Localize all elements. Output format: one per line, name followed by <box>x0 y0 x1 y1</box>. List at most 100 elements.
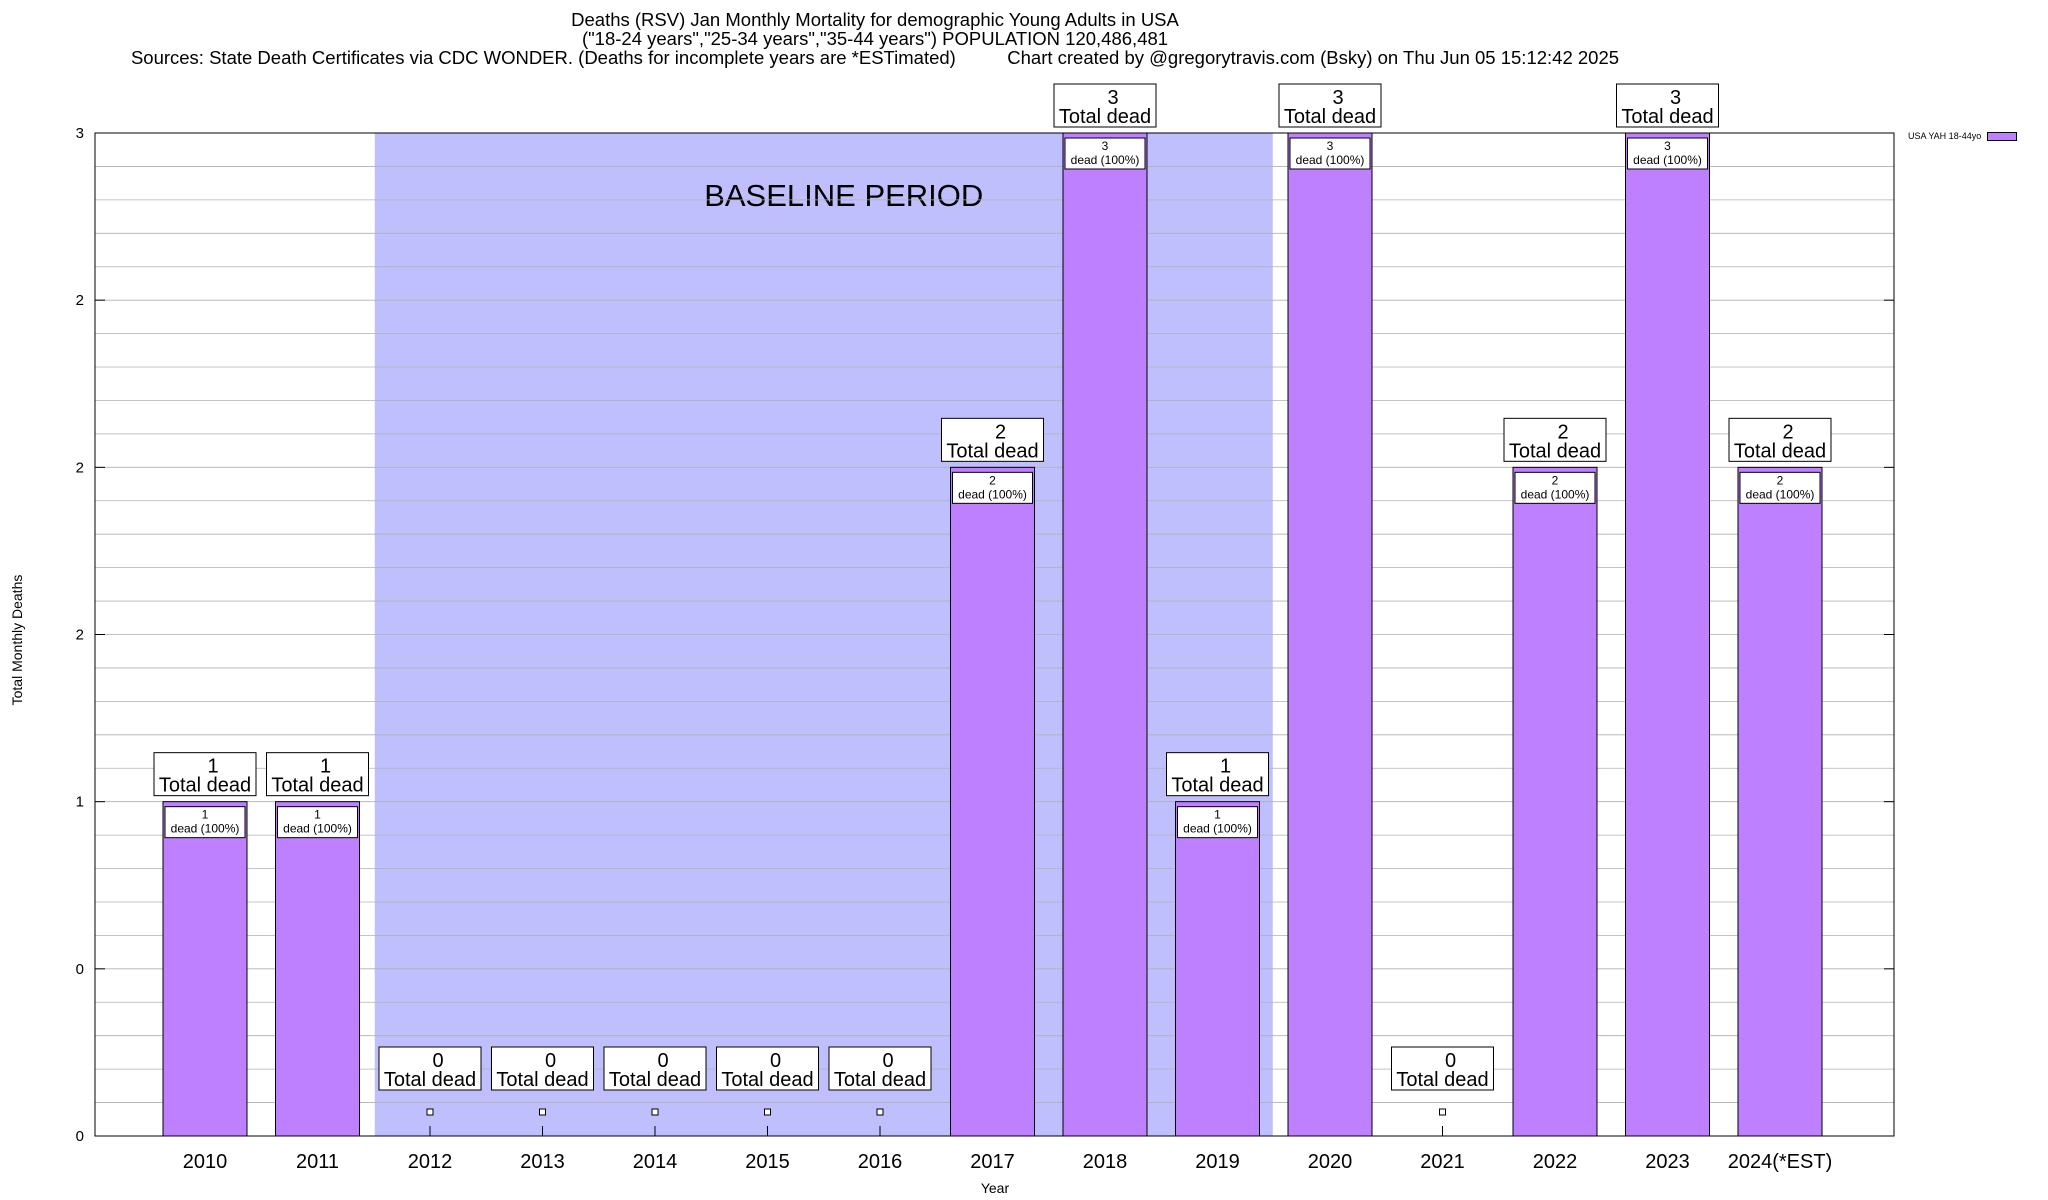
bar-inner-label-value: 2 <box>1777 473 1784 487</box>
total-label-text: Total dead <box>1284 106 1376 128</box>
bar-inner-label-box <box>277 806 358 839</box>
total-label-value: 3 <box>1670 87 1681 109</box>
zero-marker <box>876 1108 884 1116</box>
x-tick-label: 2017 <box>970 1151 1015 1173</box>
bar-inner-label-text: dead (100%) <box>1633 153 1702 167</box>
bar <box>1062 132 1148 1137</box>
chart-credit: Chart created by @gregorytravis.com (Bsk… <box>1007 47 1620 68</box>
total-label-value: 0 <box>432 1050 443 1072</box>
zero-marker <box>764 1108 771 1116</box>
legend: USA YAH 18-44yo <box>1908 131 2018 141</box>
y-tick-label: 2 <box>76 459 84 476</box>
bar-inner-label-value: 2 <box>1552 473 1559 487</box>
y-tick-label: 2 <box>76 292 84 309</box>
bar-inner-label-box <box>1627 137 1708 170</box>
x-axis-label: Year <box>980 1180 1010 1196</box>
total-label-box <box>266 752 369 797</box>
y-tick-label: 0 <box>76 961 84 978</box>
chart-title: Deaths (RSV) Jan Monthly Mortality for d… <box>571 9 1179 30</box>
total-label-value: 2 <box>1782 421 1793 443</box>
x-tick-label: 2016 <box>858 1151 903 1173</box>
chart-sources: Sources: State Death Certificates via CD… <box>130 47 956 68</box>
x-tick-label: 2014 <box>633 1151 678 1173</box>
total-label-box <box>491 1046 594 1091</box>
y-axis-label-text: Total Monthly Deaths <box>9 574 25 706</box>
zero-marker <box>539 1108 546 1116</box>
total-label-value: 0 <box>657 1050 668 1072</box>
bar-inner-label-text: dead (100%) <box>171 822 240 836</box>
x-tick-label: 2022 <box>1533 1151 1578 1173</box>
bar-inner-label-text: dead (100%) <box>1296 153 1365 167</box>
x-tick-label: 2018 <box>1083 1151 1128 1173</box>
bar-inner-label-value: 3 <box>1327 139 1334 153</box>
bar-inner-label-box <box>1739 471 1821 504</box>
y-tick-label: 2 <box>76 627 84 644</box>
total-label-text: Total dead <box>1509 440 1601 462</box>
total-label-value: 1 <box>320 756 331 778</box>
total-label-value: 2 <box>1557 421 1568 443</box>
total-label-text: Total dead <box>609 1069 701 1091</box>
bar-inner-label-box <box>1064 137 1146 170</box>
bar-inner-label-box <box>952 471 1033 504</box>
bar <box>1625 132 1710 1137</box>
total-label-text: Total dead <box>946 440 1038 462</box>
bar <box>1175 801 1260 1137</box>
total-label-value: 1 <box>207 756 218 778</box>
total-label-box <box>603 1046 707 1091</box>
legend-label: USA YAH 18-44yo <box>1908 131 1982 141</box>
bar <box>275 801 360 1137</box>
bar-inner-label-box <box>1514 471 1596 504</box>
chart-source-line: Sources: State Death Certificates via CD… <box>0 48 1750 67</box>
total-label-box <box>1616 83 1719 128</box>
zero-marker <box>426 1108 434 1116</box>
total-label-box <box>1278 83 1382 128</box>
x-tick-label: 2015 <box>745 1151 790 1173</box>
x-tick-label: 2020 <box>1308 1151 1353 1173</box>
total-label-text: Total dead <box>384 1069 476 1091</box>
bar-inner-label-value: 3 <box>1102 139 1109 153</box>
bar-inner-label-text: dead (100%) <box>1746 487 1815 501</box>
bar-inner-label-text: dead (100%) <box>1521 487 1590 501</box>
total-label-box <box>153 752 257 797</box>
bar-inner-label-text: dead (100%) <box>1183 822 1252 836</box>
total-label-box <box>941 417 1044 462</box>
total-label-value: 1 <box>1220 756 1231 778</box>
y-tick-label: 0 <box>76 1128 84 1145</box>
bar-inner-label-box <box>1289 137 1371 170</box>
total-label-box <box>1391 1046 1494 1091</box>
total-label-value: 3 <box>1107 87 1118 109</box>
total-label-text: Total dead <box>1396 1069 1488 1091</box>
legend-swatch <box>1987 131 2018 141</box>
bar-inner-label-value: 1 <box>202 808 209 822</box>
x-tick-label: 2024(*EST) <box>1728 1151 1833 1173</box>
total-label-value: 0 <box>770 1050 781 1072</box>
x-tick-label: 2021 <box>1420 1151 1465 1173</box>
bar-inner-label-value: 1 <box>1214 808 1221 822</box>
total-label-value: 2 <box>995 421 1006 443</box>
chart-subtitle: ("18-24 years","25-34 years","35-44 year… <box>581 28 1169 49</box>
total-label-box <box>378 1046 482 1091</box>
x-tick-label: 2010 <box>183 1151 228 1173</box>
y-tick-label: 3 <box>76 125 84 142</box>
total-label-text: Total dead <box>834 1069 926 1091</box>
zero-marker <box>1439 1108 1446 1116</box>
total-label-text: Total dead <box>496 1069 588 1091</box>
x-tick-label: 2011 <box>296 1151 339 1173</box>
total-label-value: 0 <box>882 1050 893 1072</box>
bar-inner-label-text: dead (100%) <box>1071 153 1140 167</box>
x-tick-label: 2013 <box>520 1151 565 1173</box>
bar-inner-label-box <box>1177 806 1258 839</box>
zero-marker <box>651 1108 659 1116</box>
total-label-box <box>1503 417 1607 462</box>
bar-inner-label-value: 2 <box>989 473 996 487</box>
total-label-text: Total dead <box>1734 440 1826 462</box>
bar <box>1737 466 1823 1137</box>
total-label-box <box>1728 417 1832 462</box>
bar <box>950 466 1035 1137</box>
chart-title-block: Deaths (RSV) Jan Monthly Mortality for d… <box>0 10 1750 67</box>
total-label-box <box>1166 752 1269 797</box>
total-label-text: Total dead <box>271 775 363 797</box>
bar <box>162 801 248 1137</box>
x-tick-label: 2019 <box>1195 1151 1240 1173</box>
